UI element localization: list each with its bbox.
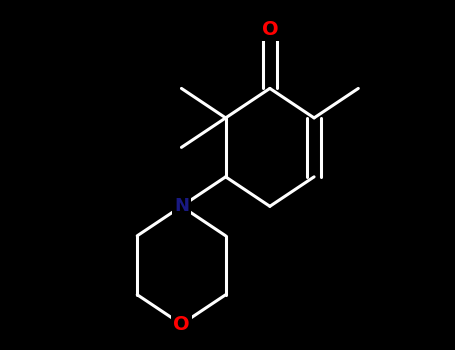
Text: O: O: [262, 20, 278, 39]
Text: N: N: [174, 197, 189, 215]
Text: O: O: [173, 315, 190, 334]
